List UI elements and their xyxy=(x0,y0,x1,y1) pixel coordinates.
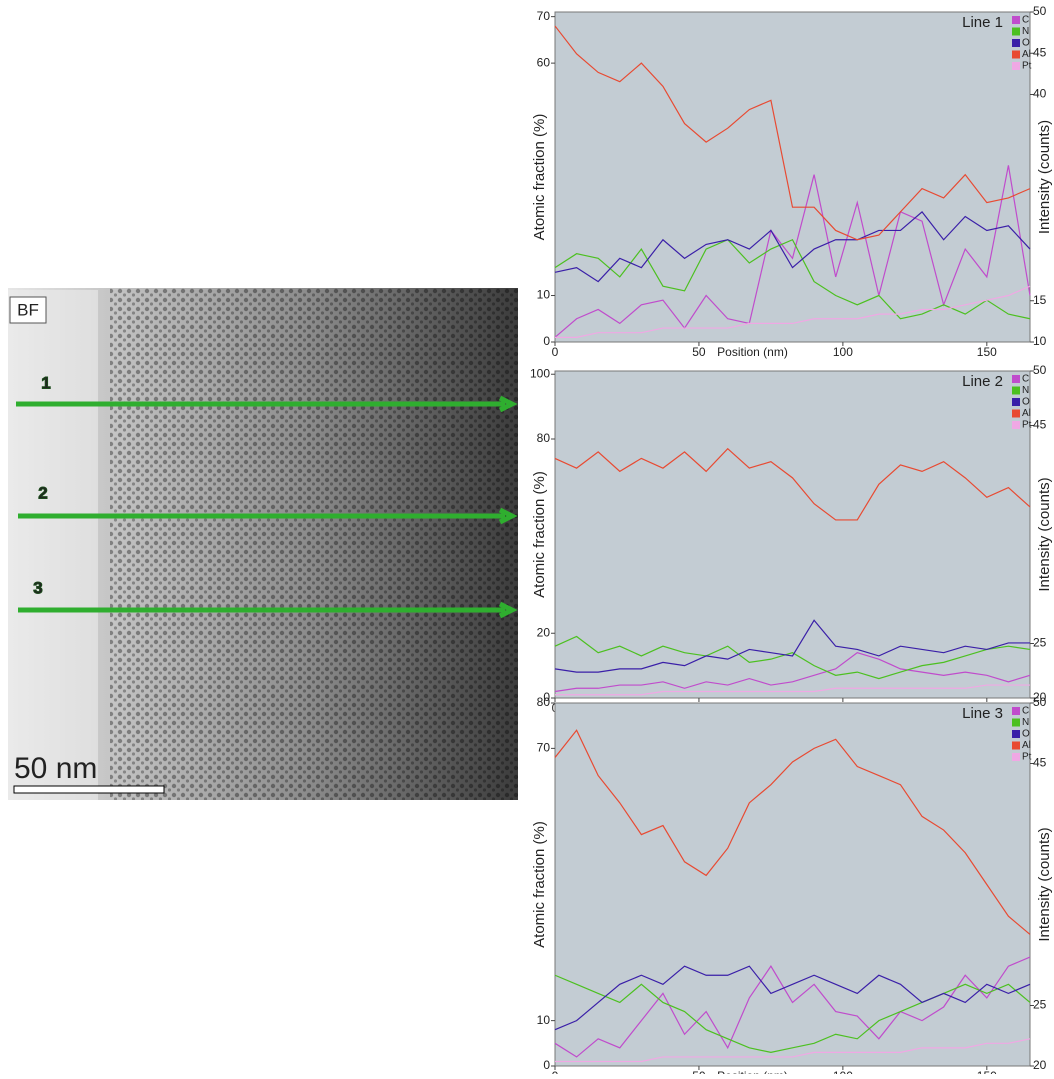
y-tick-label: 60 xyxy=(537,55,551,69)
legend-label: N xyxy=(1022,26,1029,37)
y-axis-label: Atomic fraction (%) xyxy=(531,471,548,598)
y2-tick-label: 45 xyxy=(1033,418,1047,432)
y-axis-label: Atomic fraction (%) xyxy=(531,821,548,948)
y2-tick-label: 50 xyxy=(1033,363,1047,377)
y-tick-label: 10 xyxy=(537,288,551,302)
plot-area xyxy=(555,703,1030,1066)
x-tick-label: 150 xyxy=(977,1069,997,1074)
legend-swatch xyxy=(1012,410,1020,418)
x-tick-label: 0 xyxy=(552,1069,559,1074)
legend-label: O xyxy=(1022,729,1030,740)
y2-tick-label: 45 xyxy=(1033,45,1047,59)
image-label: BF xyxy=(17,300,39,319)
y-tick-label: 80 xyxy=(537,431,551,445)
legend-label: Pt xyxy=(1022,752,1032,763)
tem-texture xyxy=(110,288,518,800)
x-axis-label: Position (nm) xyxy=(717,1069,788,1074)
scan-label: 3 xyxy=(33,578,42,597)
y2-tick-label: 50 xyxy=(1033,4,1047,18)
y2-tick-label: 15 xyxy=(1033,293,1047,307)
y2-tick-label: 25 xyxy=(1033,636,1047,650)
y-tick-label: 20 xyxy=(537,625,551,639)
x-tick-label: 50 xyxy=(692,1069,706,1074)
legend-swatch xyxy=(1012,421,1020,429)
tem-image: BF 1 2 3 50 nm xyxy=(8,288,518,800)
legend-swatch xyxy=(1012,753,1020,761)
legend-label: O xyxy=(1022,397,1030,408)
legend-label: N xyxy=(1022,385,1029,396)
y2-tick-label: 10 xyxy=(1033,334,1047,348)
y2-axis-label: Intensity (counts) xyxy=(1036,477,1053,591)
y-tick-label: 70 xyxy=(537,9,551,23)
chart: 0 10 70 80 20 25 45 50 0 50 100 150 Position (nm) Ato… xyxy=(531,695,1053,1074)
y2-axis-label: Intensity (counts) xyxy=(1036,827,1053,941)
legend-swatch xyxy=(1012,742,1020,750)
y-tick-label: 10 xyxy=(537,1013,551,1027)
x-tick-label: 150 xyxy=(977,345,997,359)
y-tick-label: 70 xyxy=(537,741,551,755)
y2-tick-label: 50 xyxy=(1033,695,1047,709)
tem-bright-region xyxy=(8,290,98,800)
legend-label: Al xyxy=(1022,49,1031,60)
legend-swatch xyxy=(1012,387,1020,395)
legend-swatch xyxy=(1012,51,1020,59)
chart-title: Line 3 xyxy=(962,705,1003,722)
legend-swatch xyxy=(1012,62,1020,70)
y2-tick-label: 45 xyxy=(1033,756,1047,770)
figure: BF 1 2 3 50 nm 0106070101540455005010015… xyxy=(0,0,1054,1074)
legend-swatch xyxy=(1012,16,1020,24)
plot-area xyxy=(555,12,1030,342)
x-tick-label: 100 xyxy=(833,1069,853,1074)
scale-bar xyxy=(14,786,164,793)
legend-label: C xyxy=(1022,374,1029,385)
legend-swatch xyxy=(1012,39,1020,47)
scan-label: 2 xyxy=(38,483,47,502)
legend-label: Al xyxy=(1022,740,1031,751)
y2-tick-label: 25 xyxy=(1033,998,1047,1012)
legend-label: N xyxy=(1022,717,1029,728)
legend-label: C xyxy=(1022,706,1029,717)
legend-label: Pt xyxy=(1022,61,1032,72)
y2-axis-label: Intensity (counts) xyxy=(1036,120,1053,234)
y-tick-label: 0 xyxy=(543,1058,550,1072)
x-axis-label: Position (nm) xyxy=(717,345,788,359)
chart-title: Line 2 xyxy=(962,373,1003,390)
y-tick-label: 100 xyxy=(530,366,550,380)
scale-bar-label: 50 nm xyxy=(14,752,97,785)
legend-label: Pt xyxy=(1022,420,1032,431)
legend-label: O xyxy=(1022,38,1030,49)
legend-swatch xyxy=(1012,730,1020,738)
x-tick-label: 100 xyxy=(833,345,853,359)
legend-label: C xyxy=(1022,15,1029,26)
legend-swatch xyxy=(1012,375,1020,383)
y-tick-label: 0 xyxy=(543,334,550,348)
x-tick-label: 0 xyxy=(552,345,559,359)
legend-swatch xyxy=(1012,28,1020,36)
legend-label: Al xyxy=(1022,408,1031,419)
y-tick-label: 80 xyxy=(537,695,551,709)
y-axis-label: Atomic fraction (%) xyxy=(531,114,548,241)
x-tick-label: 50 xyxy=(692,345,706,359)
legend-swatch xyxy=(1012,707,1020,715)
scan-label: 1 xyxy=(41,373,50,392)
y2-tick-label: 40 xyxy=(1033,87,1047,101)
y2-tick-label: 20 xyxy=(1033,1058,1047,1072)
chart: 0 10 60 70 10 15 40 45 50 0 50 100 150 Position (nm) A… xyxy=(531,4,1053,359)
legend-swatch xyxy=(1012,719,1020,727)
legend-swatch xyxy=(1012,398,1020,406)
chart: 0208010020254550050100150Position (nm)At… xyxy=(530,363,1053,715)
chart-title: Line 1 xyxy=(962,14,1003,31)
